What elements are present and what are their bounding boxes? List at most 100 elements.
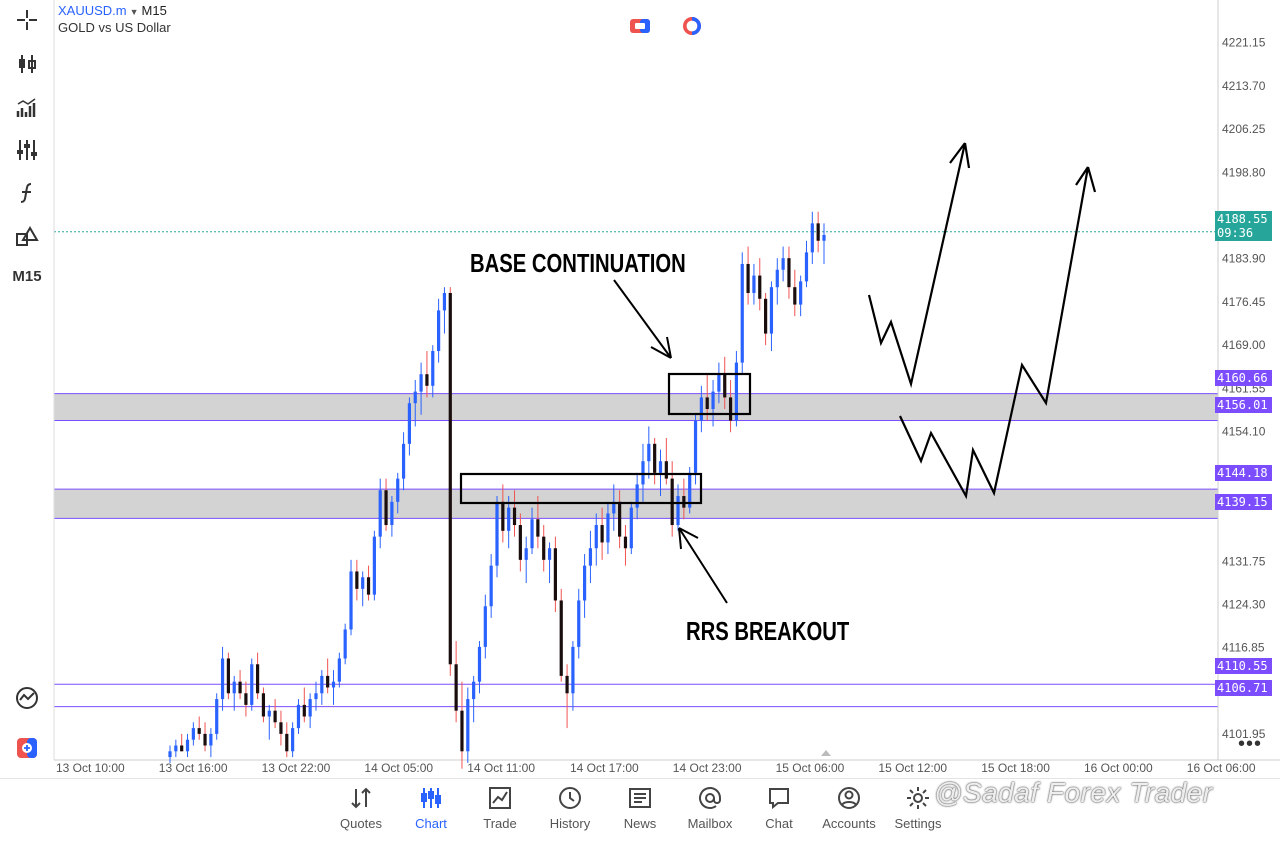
base-continuation-box[interactable] [667, 372, 752, 416]
nav-chat[interactable]: Chat [744, 785, 814, 839]
candle[interactable] [717, 362, 721, 404]
candle[interactable] [804, 240, 809, 288]
candle[interactable] [775, 258, 779, 305]
candle[interactable] [448, 287, 452, 676]
candle[interactable] [565, 664, 569, 729]
candle[interactable] [366, 565, 371, 601]
candle[interactable] [343, 623, 347, 665]
candle[interactable] [477, 641, 482, 694]
candle[interactable] [536, 496, 540, 549]
candle[interactable] [664, 438, 668, 485]
candle[interactable] [442, 287, 447, 334]
candle[interactable] [489, 554, 493, 618]
candle[interactable] [618, 490, 622, 549]
base-continuation-arrow[interactable] [613, 279, 672, 359]
candle[interactable] [758, 258, 762, 311]
candle[interactable] [711, 380, 715, 427]
candle[interactable] [203, 722, 207, 752]
candle[interactable] [349, 559, 353, 636]
indicators-tool[interactable] [0, 90, 54, 126]
rrs-breakout-arrow[interactable] [678, 527, 728, 604]
candle[interactable] [594, 513, 598, 566]
candle[interactable] [647, 426, 651, 479]
function-tool[interactable] [0, 175, 54, 211]
candle[interactable] [378, 478, 382, 549]
candle[interactable] [232, 675, 236, 711]
candle[interactable] [361, 571, 365, 607]
candle[interactable] [676, 484, 680, 531]
candle[interactable] [390, 496, 394, 537]
nav-mailbox[interactable]: Mailbox [675, 785, 745, 839]
candle[interactable] [355, 559, 359, 601]
candle[interactable] [215, 693, 219, 740]
candle[interactable] [693, 414, 698, 485]
candle[interactable] [524, 536, 528, 584]
candle[interactable] [512, 490, 517, 537]
candle[interactable] [582, 554, 587, 618]
candle[interactable] [197, 716, 201, 740]
candle[interactable] [769, 281, 774, 351]
one-click-tool[interactable] [0, 730, 54, 766]
candle[interactable] [653, 438, 657, 485]
candle[interactable] [658, 449, 663, 497]
nav-quotes[interactable]: Quotes [326, 785, 396, 839]
supply-demand-zone[interactable] [54, 393, 1218, 421]
candle[interactable] [728, 380, 733, 433]
nav-settings[interactable]: Settings [883, 785, 953, 839]
candle[interactable] [793, 269, 797, 317]
candle[interactable] [331, 670, 336, 705]
candle[interactable] [740, 252, 744, 375]
candle[interactable] [291, 722, 295, 758]
candle[interactable] [407, 397, 412, 456]
chart-trading-tool[interactable] [0, 680, 54, 716]
more-options-icon[interactable]: ••• [1238, 733, 1263, 755]
candle[interactable] [699, 385, 703, 433]
candle[interactable] [723, 356, 727, 410]
candle[interactable] [255, 652, 260, 700]
objects-tool[interactable] [0, 218, 54, 254]
candle[interactable] [437, 298, 441, 363]
candle[interactable] [670, 461, 674, 537]
candle[interactable] [810, 211, 814, 264]
candle[interactable] [501, 484, 505, 543]
candle[interactable] [396, 472, 400, 514]
candle[interactable] [483, 594, 487, 659]
candle[interactable] [559, 588, 563, 682]
settings-sliders-tool[interactable] [0, 132, 54, 168]
candle[interactable] [606, 501, 610, 555]
candle[interactable] [180, 733, 184, 752]
candle[interactable] [285, 722, 289, 758]
candle[interactable] [781, 246, 785, 282]
candle[interactable] [314, 681, 318, 711]
timeframe-button[interactable]: M15 [12, 268, 42, 285]
candle[interactable] [629, 501, 633, 555]
candle[interactable] [705, 374, 709, 421]
candle[interactable] [209, 728, 213, 758]
trade-panel-icon[interactable] [630, 17, 650, 35]
candle[interactable] [401, 432, 406, 491]
candle[interactable] [518, 513, 522, 572]
candle[interactable] [752, 263, 756, 305]
candle[interactable] [296, 699, 301, 734]
candle[interactable] [250, 658, 254, 711]
symbol-name[interactable]: XAUUSD.m [58, 3, 127, 18]
scroll-marker-icon[interactable] [821, 750, 831, 756]
candle[interactable] [577, 588, 581, 659]
candle[interactable] [174, 739, 178, 758]
candle[interactable] [431, 345, 435, 398]
candle[interactable] [220, 646, 225, 711]
candle[interactable] [466, 687, 470, 763]
candle[interactable] [337, 652, 341, 688]
candle[interactable] [641, 443, 645, 502]
crosshair-tool[interactable] [0, 2, 54, 38]
candle[interactable] [460, 681, 464, 769]
candle[interactable] [372, 530, 376, 601]
candle[interactable] [308, 693, 312, 729]
caret-down-icon[interactable]: ▼ [129, 7, 139, 17]
candle[interactable] [507, 496, 511, 549]
nav-news[interactable]: News [605, 785, 675, 839]
candle[interactable] [384, 478, 388, 531]
chart-type-tool[interactable] [0, 46, 54, 82]
candle[interactable] [226, 652, 230, 700]
one-click-trading-icon[interactable] [682, 17, 702, 35]
